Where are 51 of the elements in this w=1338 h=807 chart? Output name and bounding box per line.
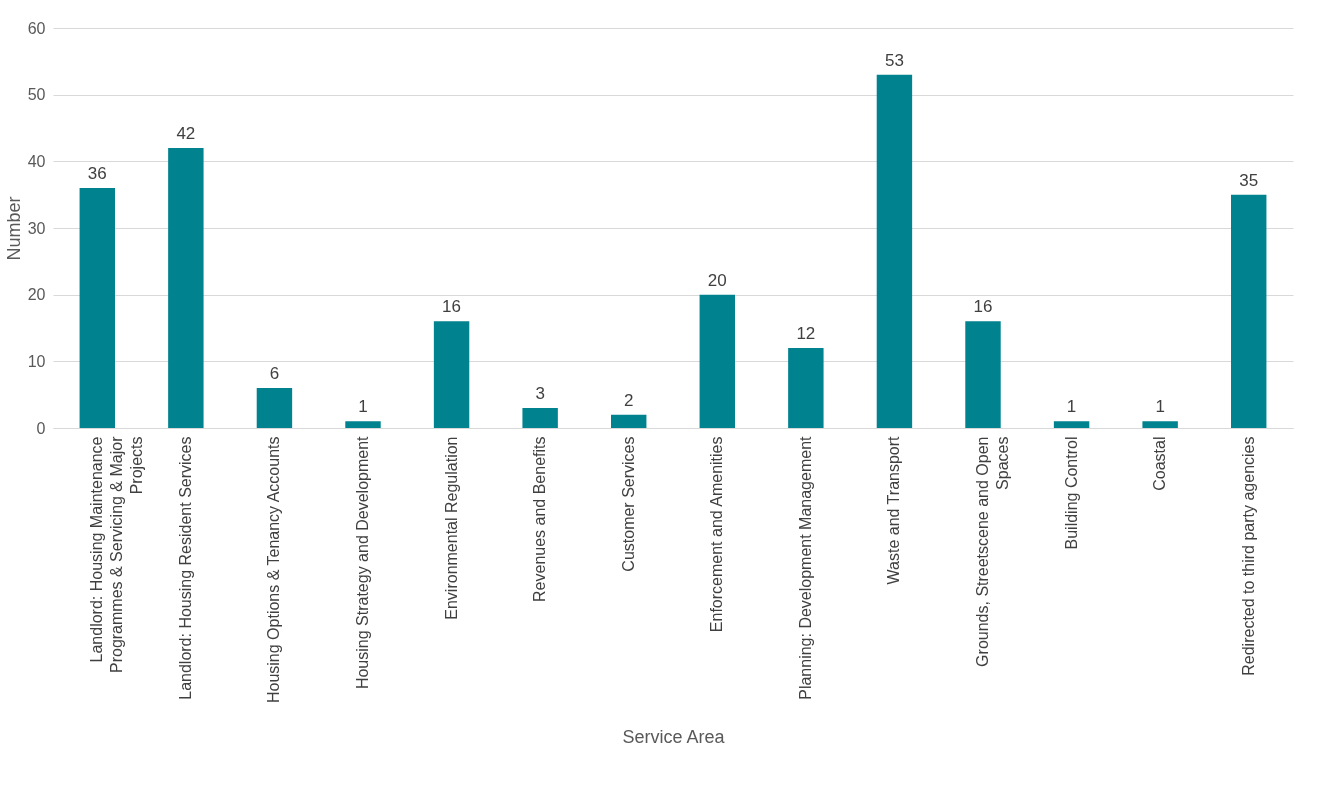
data-label: 1 (1155, 397, 1165, 417)
data-label: 35 (1239, 170, 1259, 190)
y-axis-title: Number (3, 196, 24, 261)
bar (168, 148, 204, 428)
x-tick-label: Redirected to third party agencies (1239, 436, 1257, 676)
y-tick-label: 50 (27, 86, 46, 104)
y-tick-label: 10 (27, 352, 46, 370)
data-label: 16 (442, 297, 462, 317)
x-tick-label: Landlord: Housing Resident Services (176, 436, 194, 700)
x-tick-label: Waste and Transport (885, 435, 903, 585)
data-label: 42 (176, 124, 196, 143)
bar (699, 294, 735, 428)
bar (345, 421, 381, 428)
bar (1231, 194, 1267, 428)
y-tick-label: 20 (27, 286, 46, 304)
bar (256, 388, 293, 428)
data-label: 12 (796, 324, 816, 343)
x-tick-label: Coastal (1151, 436, 1169, 491)
data-label: 3 (535, 384, 545, 403)
bar (79, 188, 115, 428)
x-tick-label: Environmental Regulation (442, 436, 460, 620)
x-tick-label: Customer Services (619, 436, 637, 572)
y-tick-label: 0 (36, 419, 46, 437)
data-label: 36 (87, 164, 107, 183)
y-tick-label: 40 (27, 152, 46, 170)
bar (788, 348, 824, 428)
x-tick-label: Housing Options & Tenancy Accounts (265, 436, 283, 704)
data-label: 2 (623, 390, 634, 410)
x-tick-label: Housing Strategy and Development (354, 435, 371, 690)
data-label: 20 (707, 270, 727, 290)
x-tick-label: Revenues and Benefits (531, 436, 549, 602)
data-label: 53 (884, 50, 904, 70)
x-tick-label: Building Control (1062, 436, 1080, 550)
bar (876, 74, 913, 428)
x-tick-label: Grounds, Streetscene and Open Spaces (974, 436, 1011, 667)
bar (1053, 421, 1090, 428)
y-tick-label: 60 (27, 19, 46, 37)
x-tick-label: Enforcement and Amenities (708, 436, 726, 633)
data-label: 6 (269, 364, 280, 383)
bar (433, 321, 470, 428)
x-axis-title: Service Area (622, 726, 726, 747)
bar (611, 414, 647, 428)
data-label: 1 (358, 397, 368, 417)
bar (965, 321, 1001, 428)
data-label: 16 (973, 297, 993, 317)
x-tick-label: Landlord: Housing Maintenance Programmes & Servicing & Major Projects (88, 435, 146, 674)
x-tick-label: Planning: Development Management (796, 435, 814, 700)
bar (522, 408, 558, 428)
data-label: 1 (1066, 397, 1077, 417)
y-tick-label: 30 (27, 219, 46, 237)
bar (1142, 421, 1178, 428)
